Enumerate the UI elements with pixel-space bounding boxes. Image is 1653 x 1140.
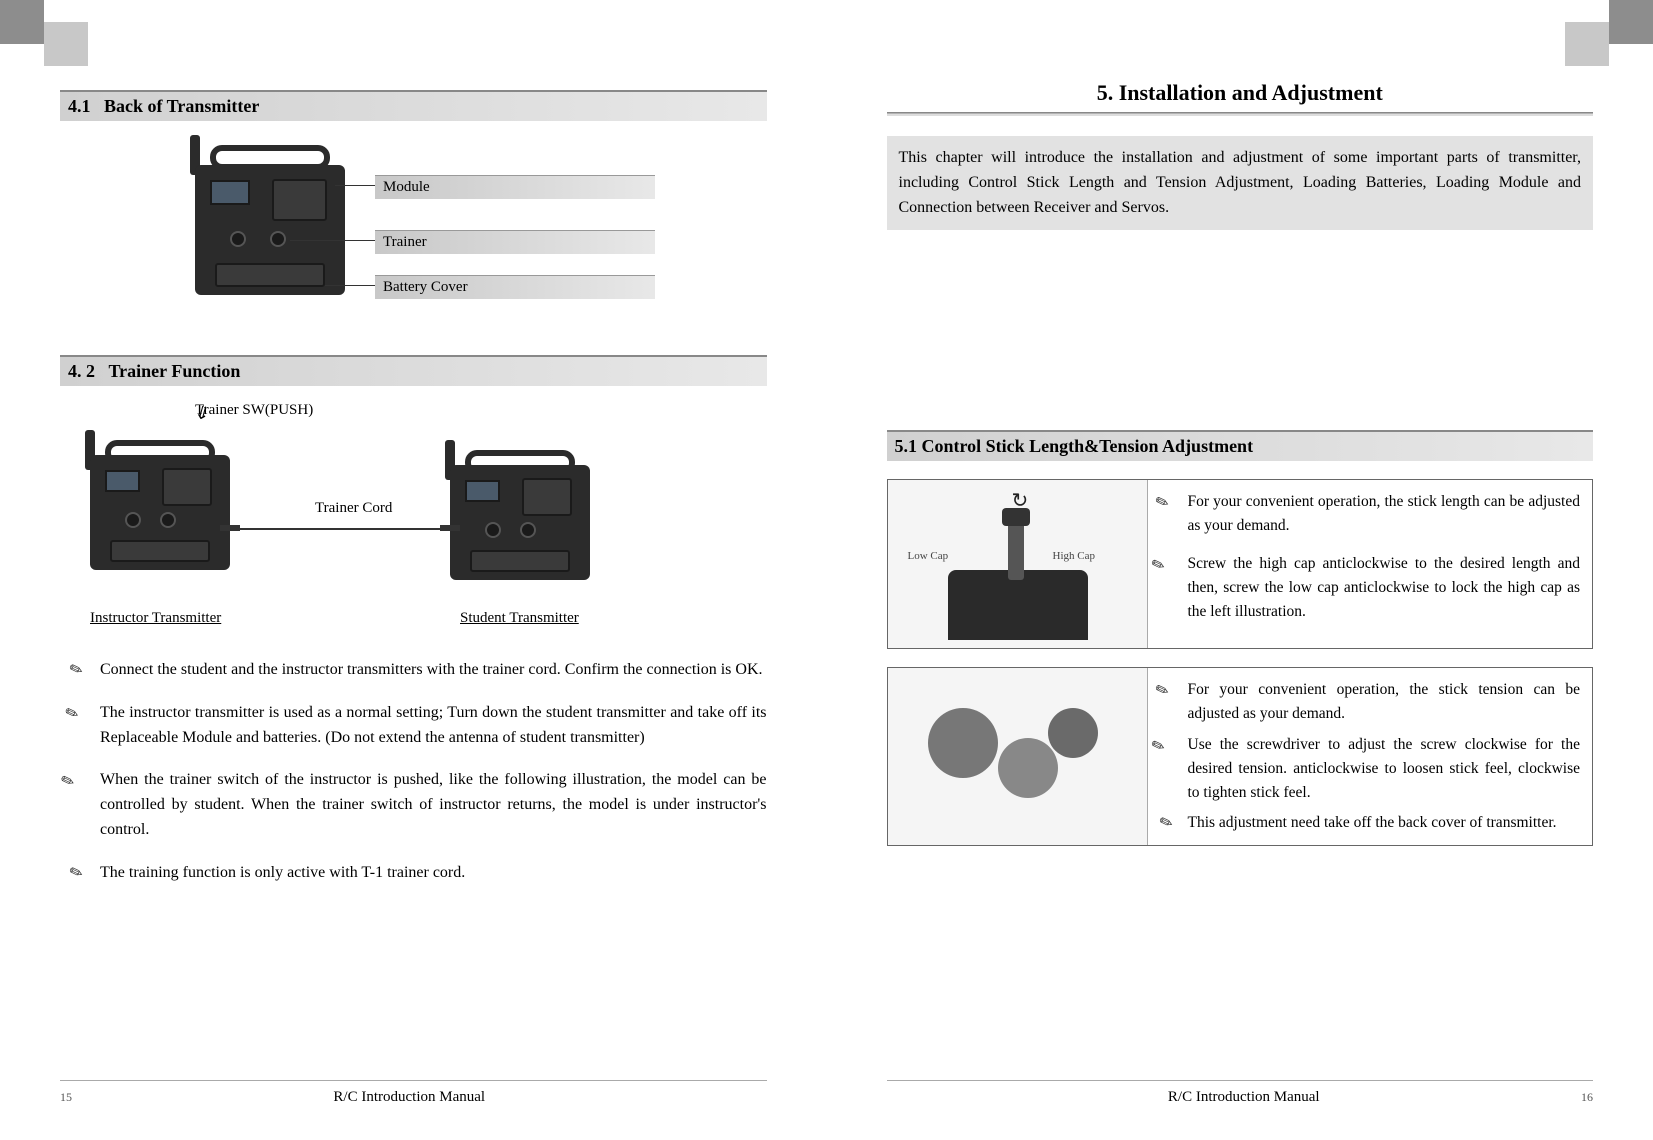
bullet-item: ✎ For your convenient operation, the sti… [1160,678,1581,726]
section-5-1-header: 5.1 Control Stick Length&Tension Adjustm… [887,430,1594,461]
leader-line [325,285,375,286]
pen-icon: ✎ [66,656,91,685]
section-number: 4. 2 [68,361,95,381]
trainer-cord-line [230,528,445,530]
section-title: Trainer Function [109,361,241,381]
pen-icon: ✎ [58,768,100,844]
bullet-item: ✎ For your convenient operation, the sti… [1160,490,1581,538]
instructor-transmitter-illustration [80,430,240,580]
footer-title: R/C Introduction Manual [72,1089,747,1106]
pen-icon: ✎ [1148,732,1190,806]
label-battery-cover: Battery Cover [375,275,655,299]
decor-square [1565,22,1609,66]
footer-title: R/C Introduction Manual [907,1089,1582,1106]
stick-length-box: ↻ Low Cap High Cap ✎ For your convenient… [887,479,1594,649]
corner-decor-left [0,0,88,66]
stick-tension-text: ✎ For your convenient operation, the sti… [1148,668,1593,845]
page-footer: 15 R/C Introduction Manual [60,1080,767,1106]
pen-icon: ✎ [1152,677,1185,728]
bullet-text: Use the screwdriver to adjust the screw … [1188,733,1581,805]
pen-icon: ✎ [1156,808,1181,837]
stick-tension-box: ✎ For your convenient operation, the sti… [887,667,1594,846]
student-transmitter-illustration [440,440,600,590]
decor-square [1609,0,1653,44]
cord-jack [220,525,240,531]
label-low-cap: Low Cap [908,550,949,562]
stick-length-text: ✎ For your convenient operation, the sti… [1148,480,1593,648]
chapter-rule [887,112,1594,116]
label-instructor-transmitter: Instructor Transmitter [90,610,221,627]
trainer-diagram: ⇙ Trainer SW(PUSH) Trainer Cord Instruct… [60,400,767,650]
chapter-intro: This chapter will introduce the installa… [887,136,1594,230]
page-footer: R/C Introduction Manual 16 [887,1080,1594,1106]
label-trainer-cord: Trainer Cord [315,500,392,517]
leader-line [290,240,375,241]
bullet-item: ✎ Use the screwdriver to adjust the scre… [1160,733,1581,805]
page-number: 16 [1581,1090,1593,1105]
label-trainer-sw: ⇙ Trainer SW(PUSH) [195,402,313,419]
bullet-item: ✎ Connect the student and the instructor… [70,658,767,683]
section-4-1-header: 4.1 Back of Transmitter [60,90,767,121]
stick-tension-illustration [888,668,1148,845]
bullet-text: The training function is only active wit… [100,861,767,886]
bullet-item: ✎ This adjustment need take off the back… [1160,811,1581,836]
bullet-text: This adjustment need take off the back c… [1188,811,1581,836]
bullet-text: The instructor transmitter is used as a … [100,701,767,751]
pen-icon: ✎ [1152,489,1185,540]
label-high-cap: High Cap [1053,550,1095,562]
leader-line [335,185,375,186]
bullet-item: ✎ The training function is only active w… [70,861,767,886]
pen-icon: ✎ [62,699,96,752]
bullet-item: ✎ Screw the high cap anticlockwise to th… [1160,552,1581,624]
section-number: 4.1 [68,96,91,116]
page-number: 15 [60,1090,72,1105]
stick-length-illustration: ↻ Low Cap High Cap [888,480,1148,648]
rotate-arrow-icon: ↻ [1012,488,1029,513]
cord-jack [440,525,460,531]
section-title: Back of Transmitter [104,96,259,116]
decor-square [0,0,44,44]
bullet-text: Screw the high cap anticlockwise to the … [1188,552,1581,624]
transmitter-illustration [180,135,360,315]
pen-icon: ✎ [1148,552,1190,626]
decor-square [44,22,88,66]
bullet-item: ✎ When the trainer switch of the instruc… [70,768,767,842]
bullet-text: When the trainer switch of the instructo… [100,768,767,842]
label-student-transmitter: Student Transmitter [460,610,579,627]
back-of-transmitter-diagram: Module Trainer Battery Cover [60,135,767,345]
pen-icon: ✎ [66,858,91,887]
corner-decor-right [1565,0,1653,66]
label-trainer: Trainer [375,230,655,254]
page-right: 5. Installation and Adjustment This chap… [827,0,1653,1140]
section-4-2-header: 4. 2 Trainer Function [60,355,767,386]
label-module: Module [375,175,655,199]
chapter-5-title: 5. Installation and Adjustment [887,80,1594,106]
bullet-text: For your convenient operation, the stick… [1188,678,1581,726]
page-left: 4.1 Back of Transmitter Module Trainer B… [0,0,827,1140]
bullet-text: Connect the student and the instructor t… [100,658,767,683]
bullet-item: ✎ The instructor transmitter is used as … [70,701,767,751]
bullet-text: For your convenient operation, the stick… [1188,490,1581,538]
page-spread: 4.1 Back of Transmitter Module Trainer B… [0,0,1653,1140]
